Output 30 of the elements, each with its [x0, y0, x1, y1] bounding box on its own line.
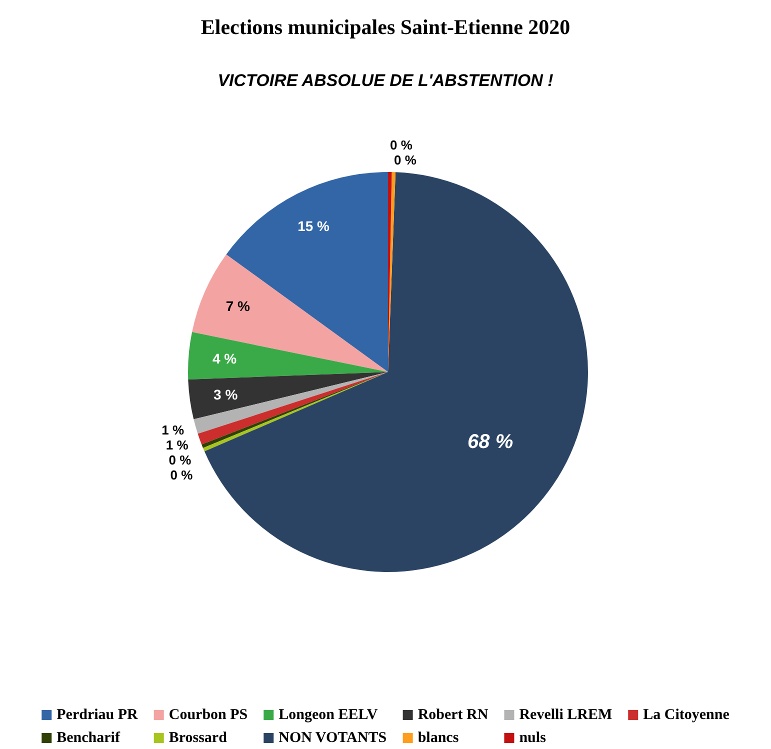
data-label: 1 % [162, 422, 184, 438]
legend-label: nuls [519, 730, 546, 746]
data-label: 3 % [214, 386, 238, 403]
data-label: 4 % [212, 350, 238, 367]
legend-label: Brossard [168, 730, 228, 746]
chart-title: Elections municipales Saint-Etienne 2020 [200, 15, 570, 39]
legend-label: Longeon EELV [278, 707, 378, 723]
data-label: 7 % [226, 298, 251, 314]
legend-label: NON VOTANTS [278, 730, 387, 746]
data-label: 68 % [468, 431, 514, 454]
pie-slice [194, 372, 388, 434]
data-label: 0 % [170, 467, 194, 482]
data-label: 0 % [394, 152, 417, 168]
legend-label: Robert RN [418, 707, 488, 723]
pie-slice [204, 172, 588, 572]
legend-label: Bencharif [56, 730, 121, 746]
legend-label: blancs [418, 730, 459, 746]
legend-label: Perdriau PR [56, 707, 138, 723]
data-label: 15 % [298, 218, 330, 234]
chart-subtitle: VICTOIRE ABSOLUE DE L'ABSTENTION ! [218, 71, 554, 90]
data-label: 0 % [168, 452, 192, 468]
legend-label: Revelli LREM [519, 707, 612, 723]
legend-label: La Citoyenne [643, 707, 730, 723]
pie-slice [188, 332, 388, 380]
legend-label: Courbon PS [168, 707, 248, 723]
data-label: 1 % [166, 437, 189, 452]
data-label: 0 % [390, 138, 413, 153]
pie-slice [188, 372, 388, 420]
pie-slice [192, 254, 388, 372]
pie-slice [226, 172, 388, 372]
